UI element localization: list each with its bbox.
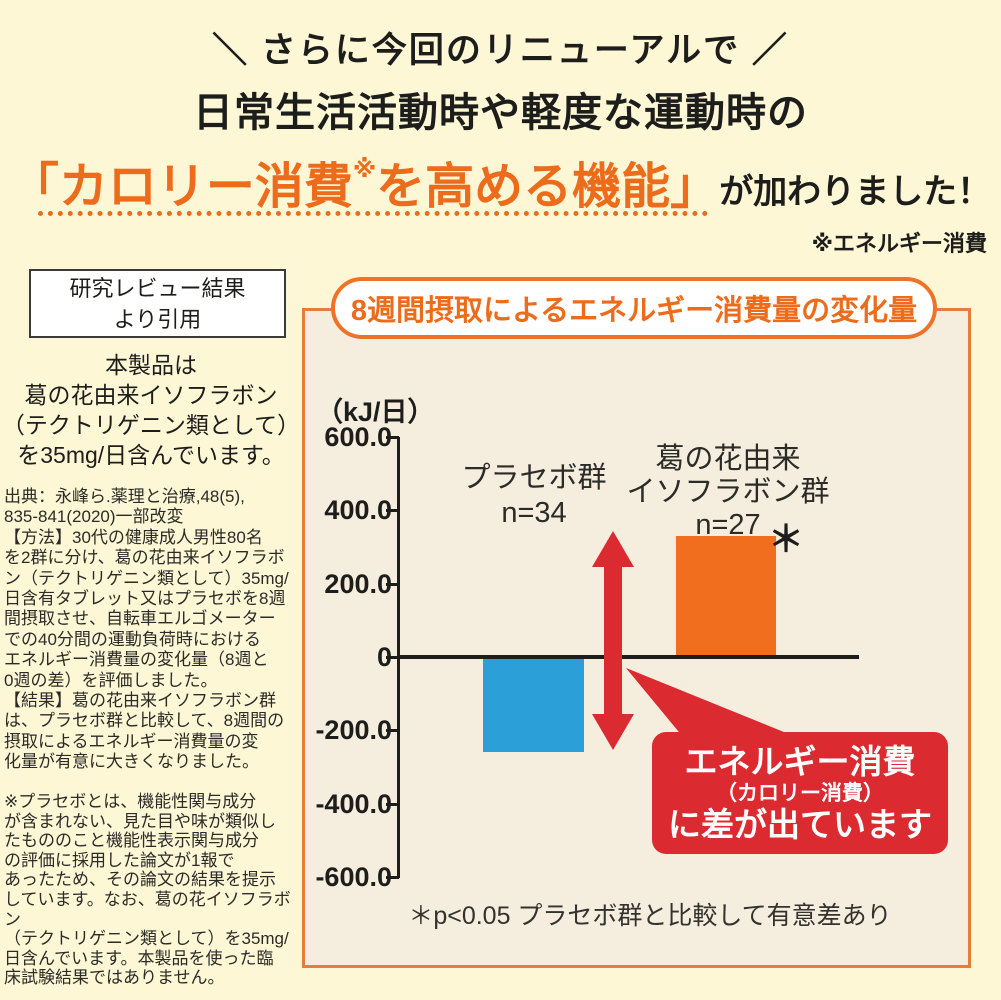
bar-isoflavone [676,536,776,657]
y-axis-unit-label: （kJ/日） [316,397,435,427]
header-main-claim: 「カロリー消費※を高める機能」が加わりました！ [0,136,1001,233]
review-result-box: 研究レビュー結果 より引用 [29,269,286,338]
significance-asterisk: ＊ [768,518,805,559]
review-result-label: 研究レビュー結果 より引用 [69,275,246,332]
group-label-placebo: プラセボ群 n=34 [461,462,607,529]
x-axis-zero-line [398,655,859,659]
header-footnote: ※エネルギー消費 [811,231,987,256]
claim-note-mark: ※ [352,156,377,183]
group-label-isoflavone: 葛の花由来 イソフラボン群 n=27 [626,443,830,541]
placebo-note: ※プラセボとは、機能性関与成分 が含まれない、見た目や味が類似し たもののこと機… [4,792,291,988]
chart-significance-footnote: ＊p<0.05 プラセボ群と比較して有意差あり [408,902,892,930]
y-tick-mark [386,582,399,586]
y-tick-label: 600.0 [324,422,392,452]
callout-line2: （カロリー消費） [716,781,884,805]
bar-placebo [483,657,584,752]
header-subtitle: 日常生活活動時や軽度な運動時の [193,91,808,135]
y-tick-label: -400.0 [315,788,392,819]
claim-suffix: が加わりました！ [719,173,992,211]
chart-title-banner: 8週間摂取によるエネルギー消費量の変化量 [331,277,937,339]
y-tick-mark [386,509,399,513]
y-tick-mark [386,802,399,806]
callout-line1: エネルギー消費 [684,742,916,780]
header-catchphrase: ＼ さらに今回のリニューアルで ／ [212,31,789,70]
y-tick-label: -600.0 [315,862,392,892]
study-source-text: 出典：永峰ら.薬理と治療,48(5), 835-841(2020)一部改変 【方… [4,487,289,772]
y-tick-label: -200.0 [315,715,392,746]
y-tick-mark [386,656,399,659]
difference-callout: エネルギー消費 （カロリー消費） に差が出ています [652,732,948,854]
product-description: 本製品は 葛の花由来イソフラボン （テクトリゲニン類として） を35mg/日含ん… [1,352,301,468]
y-tick-mark [386,729,399,733]
y-tick-label: 400.0 [324,495,392,526]
chart-title: 8週間摂取によるエネルギー消費量の変化量 [350,295,918,327]
claim-text-open: 「カロリー消費 [9,160,353,214]
chart-panel [302,308,971,968]
dotted-underline [38,211,708,216]
claim-text-close: を高める機能」 [376,160,720,214]
y-tick-label: 0 [376,642,392,672]
y-tick-mark [386,436,399,439]
y-tick-label: 200.0 [324,568,392,599]
callout-line3: に差が出ています [668,805,932,843]
y-tick-mark [386,876,399,879]
